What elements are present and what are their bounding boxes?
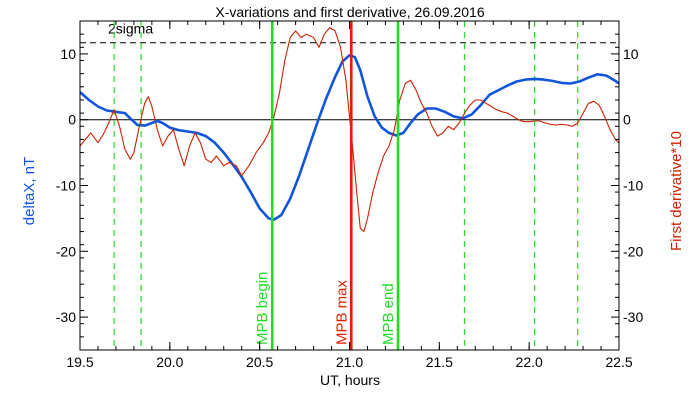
y-axis-label-left: deltaX, nT (21, 157, 38, 225)
y-tick-label-right-1: 10 (623, 46, 639, 62)
x-tick-label-6: 22.0 (516, 354, 543, 370)
x-tick-label-2: 20.0 (156, 354, 183, 370)
y-tick-label-left-3: -10 (56, 178, 76, 194)
plot-area: 2sigma MPB begin MPB max MPB end 19.5 20.0 20.… (56, 20, 643, 370)
series-line-derivative (79, 27, 620, 233)
x-tick-label-7: 22.5 (605, 354, 632, 370)
x-tick-label-3: 20.5 (246, 354, 273, 370)
threshold-label: 2sigma (108, 21, 153, 37)
y-tick-label-right-2: 0 (623, 112, 631, 128)
y-axis-label-right: First derivative*10 (668, 131, 685, 251)
y-tick-label-right-3: -10 (623, 178, 643, 194)
y-tick-label-left-1: 10 (60, 46, 76, 62)
x-tick-label-5: 21.5 (426, 354, 453, 370)
x-tick-label-4: 21.0 (336, 354, 363, 370)
x-tick-label-1: 19.5 (66, 354, 93, 370)
marker-label-1: MPB begin (254, 272, 271, 345)
y-tick-label-left-4: -20 (56, 243, 76, 259)
y-tick-label-right-4: -20 (623, 243, 643, 259)
y-tick-label-left-5: -30 (56, 309, 76, 325)
series-line-deltaX (79, 53, 620, 221)
chart-title: X-variations and first derivative, 26.09… (215, 4, 484, 20)
marker-label-3: MPB end (380, 283, 397, 345)
y-tick-label-left-2: 0 (68, 112, 76, 128)
x-axis-label: UT, hours (320, 372, 380, 388)
marker-label-2: MPB max (333, 279, 350, 345)
y-tick-label-right-5: -30 (623, 309, 643, 325)
